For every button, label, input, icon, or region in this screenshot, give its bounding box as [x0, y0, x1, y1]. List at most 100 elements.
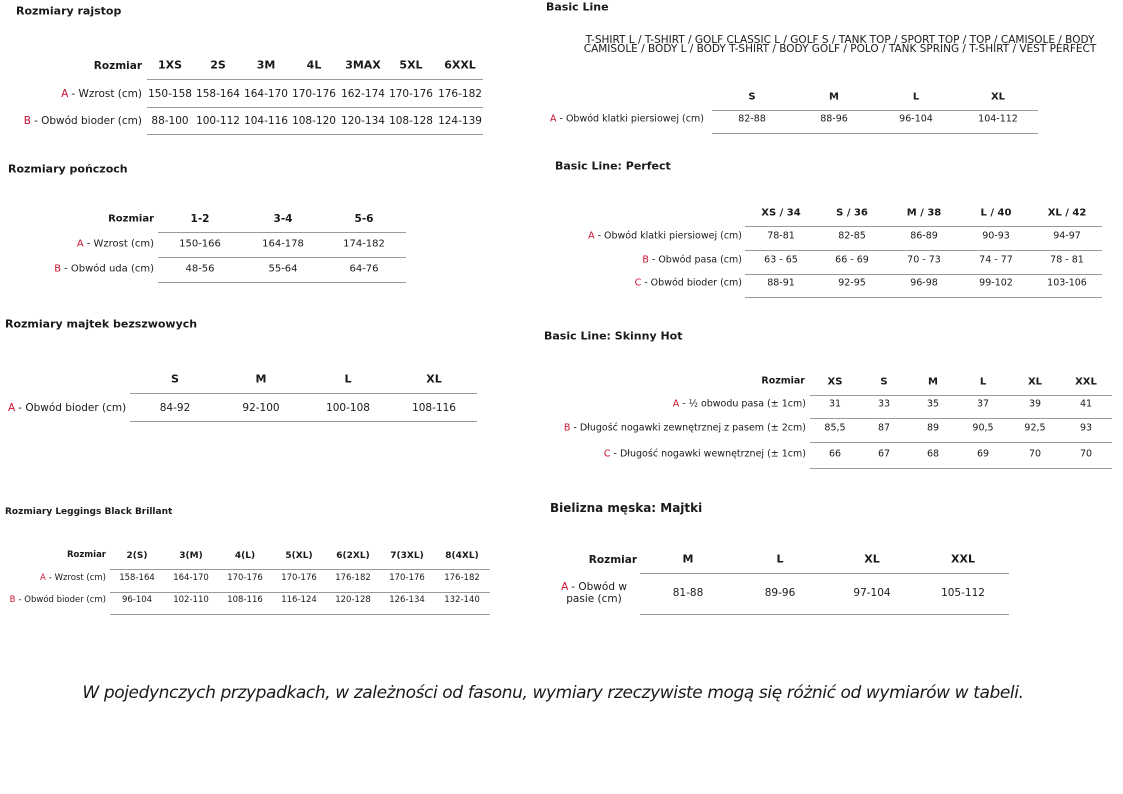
- table-cell: 88-96: [820, 113, 848, 125]
- row-label: B- Długość nogawki zewnętrznej z pasem (…: [563, 422, 806, 435]
- table-cell: 170-176: [227, 573, 263, 584]
- table-cell: 92-100: [242, 401, 280, 414]
- table-cell: 39: [1028, 398, 1042, 410]
- table-cell: 158-164: [196, 87, 240, 100]
- table-cell: 92,5: [1024, 422, 1046, 434]
- row-letter: A: [8, 401, 16, 414]
- table-cell: 85,5: [824, 422, 846, 434]
- table-cell: 90,5: [972, 422, 994, 434]
- table-cell: 88-100: [151, 114, 189, 127]
- row-label: B- Obwód pasa (cm): [642, 254, 742, 267]
- row-letter: B: [642, 254, 649, 266]
- table-cell: 74 - 77: [979, 254, 1013, 266]
- column-header: XL: [1027, 376, 1043, 388]
- table-cell: 33: [877, 398, 891, 410]
- table-cell: 64-76: [349, 263, 379, 275]
- row-letter: A: [588, 230, 595, 242]
- column-header: 5-6: [354, 212, 374, 225]
- table-cell: 103-106: [1047, 277, 1087, 289]
- table-cell: 100-108: [326, 401, 370, 414]
- column-header: 1-2: [190, 212, 210, 225]
- table-title: Rozmiary rajstop: [16, 4, 122, 18]
- table-cell: 90-93: [982, 230, 1010, 242]
- table-rule: [810, 395, 1112, 396]
- table-cell: 86-89: [910, 230, 938, 242]
- table-cell: 100-112: [196, 114, 240, 127]
- table-cell: 84-92: [159, 401, 191, 414]
- row-label-text: - Obwód klatki piersiowej (cm): [559, 113, 704, 125]
- column-header: XL: [864, 552, 880, 566]
- table-cell: 96-98: [910, 277, 938, 289]
- table-cell: 66 - 69: [835, 254, 869, 266]
- column-header: 3(M): [179, 550, 203, 561]
- row-letter: A: [39, 573, 46, 584]
- row-label-text: - Wzrost (cm): [48, 573, 106, 584]
- row-label-text: - Obwód bioder (cm): [644, 277, 742, 289]
- corner-header: Rozmiar: [761, 375, 805, 387]
- table-cell: 164-178: [262, 238, 304, 250]
- column-header: XL: [990, 91, 1006, 103]
- row-label: C- Obwód bioder (cm): [635, 277, 742, 290]
- table-rule: [745, 226, 1102, 227]
- column-header: M: [829, 91, 839, 103]
- row-label-text: - Długość nogawki zewnętrznej z pasem (±…: [573, 422, 806, 434]
- table-cell: 102-110: [173, 595, 209, 606]
- table-cell: 126-134: [389, 595, 425, 606]
- table-cell: 68: [926, 448, 940, 460]
- table-rule: [158, 282, 406, 283]
- row-letter: B: [563, 422, 571, 434]
- table-cell: 99-102: [979, 277, 1013, 289]
- table-cell: 120-128: [335, 595, 371, 606]
- table-cell: 96-104: [121, 595, 153, 606]
- column-header: 5XL: [399, 58, 423, 72]
- column-header: 7(3XL): [390, 550, 424, 561]
- table-cell: 89: [926, 422, 940, 434]
- table-cell: 70: [1079, 448, 1093, 460]
- table-cell: 170-176: [281, 573, 317, 584]
- row-label: A- Obwód klatki piersiowej (cm): [550, 113, 704, 126]
- table-cell: 94-97: [1053, 230, 1081, 242]
- row-label: A- Wzrost (cm): [61, 88, 142, 100]
- table-cell: 78-81: [767, 230, 795, 242]
- table-cell: 170-176: [389, 573, 425, 584]
- table-rule: [147, 79, 483, 80]
- column-header: XS: [827, 376, 843, 388]
- column-header: XXL: [951, 552, 975, 566]
- table-title: Rozmiary pończoch: [8, 162, 128, 176]
- column-header: 2S: [210, 58, 226, 72]
- table-cell: 41: [1079, 398, 1093, 410]
- column-header: L / 40: [980, 207, 1012, 219]
- table-cell: 89-96: [764, 586, 796, 599]
- column-header: L: [912, 91, 920, 103]
- table-title: Basic Line: Skinny Hot: [544, 329, 683, 343]
- table-cell: 176-182: [444, 573, 480, 584]
- table-title: Bielizna męska: Majtki: [550, 501, 703, 516]
- table-title: Rozmiary Leggings Black Brillant: [5, 506, 173, 517]
- column-header: 3MAX: [345, 58, 381, 72]
- table-cell: 170-176: [389, 87, 433, 100]
- column-header: 3-4: [273, 212, 293, 225]
- table-cell: 170-176: [292, 87, 336, 100]
- row-letter: B: [23, 114, 31, 127]
- row-letter: A: [76, 238, 84, 250]
- table-cell: 120-134: [341, 114, 385, 127]
- table-cell: 87: [877, 422, 891, 434]
- table-cell: 158-164: [119, 573, 155, 584]
- row-label-text: - Obwód bioder (cm): [33, 114, 142, 127]
- corner-header: Rozmiar: [66, 550, 106, 561]
- corner-header: Rozmiar: [108, 213, 154, 225]
- table-cell: 176-182: [438, 87, 482, 100]
- table-cell: 108-116: [227, 595, 263, 606]
- row-label: A- Wzrost (cm): [39, 573, 106, 584]
- table-cell: 150-166: [179, 238, 221, 250]
- table-rule: [810, 442, 1112, 443]
- row-label: B- Obwód uda (cm): [54, 263, 154, 275]
- column-header: S / 36: [836, 207, 868, 219]
- table-rule: [712, 110, 1038, 111]
- table-title: Rozmiary majtek bezszwowych: [5, 317, 198, 331]
- table-rule: [745, 274, 1102, 275]
- table-cell: 97-104: [853, 586, 891, 599]
- column-header: 4L: [306, 58, 322, 72]
- row-label-text: - Obwód w pasie (cm): [566, 580, 627, 605]
- table-cell: 67: [877, 448, 891, 460]
